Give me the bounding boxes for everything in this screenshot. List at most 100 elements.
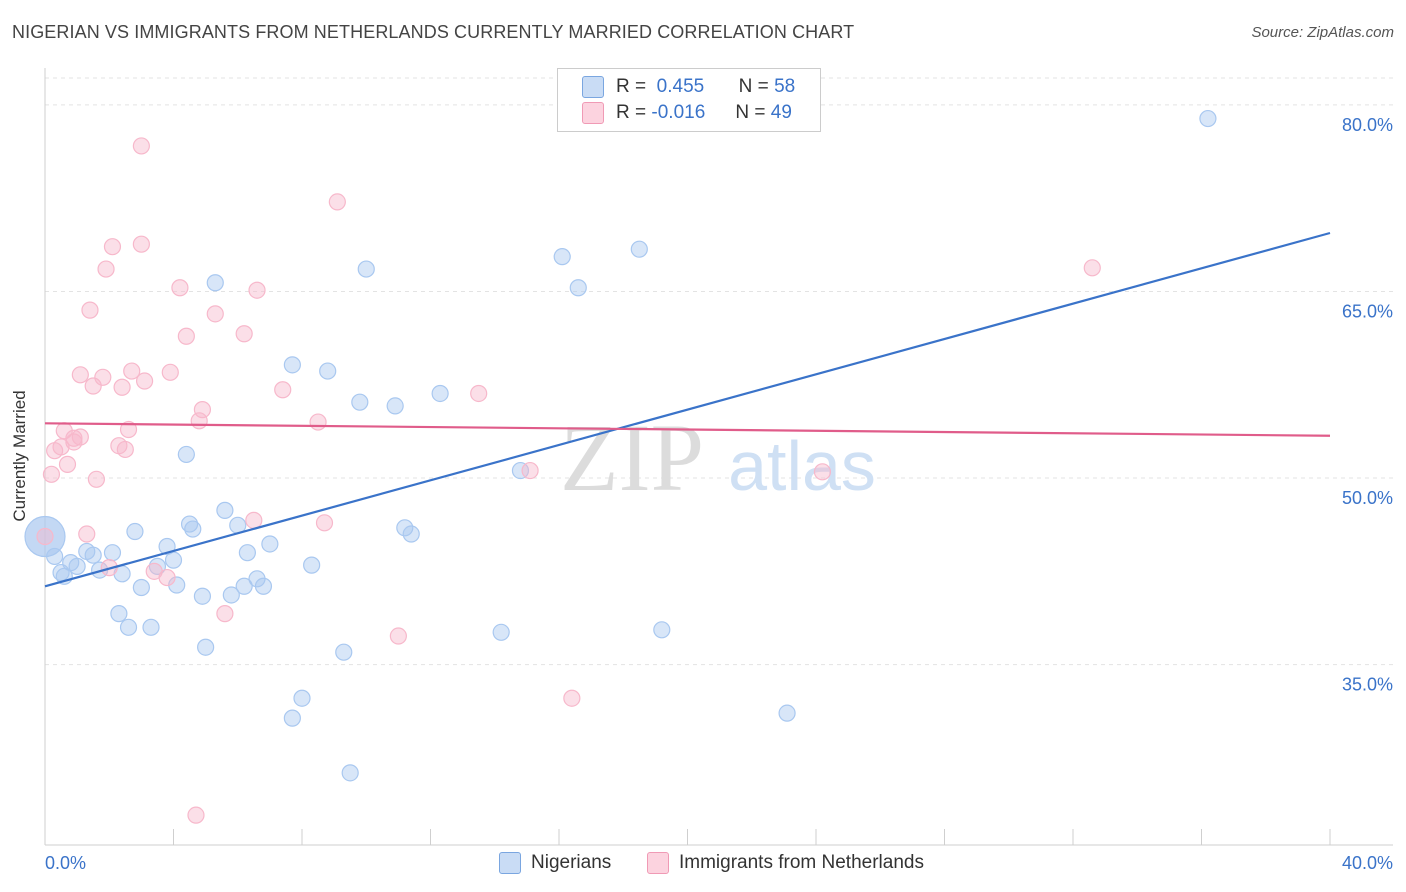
data-point xyxy=(303,556,321,574)
y-tick-label: 65.0% xyxy=(1342,301,1393,321)
data-point xyxy=(569,279,587,297)
data-point xyxy=(46,547,64,566)
data-point xyxy=(254,577,273,595)
data-point xyxy=(184,520,202,538)
data-point xyxy=(142,618,160,636)
data-point xyxy=(36,527,54,546)
data-point xyxy=(630,240,648,258)
legend-label: Immigrants from Netherlands xyxy=(679,852,924,873)
data-point xyxy=(193,587,212,605)
data-point xyxy=(248,281,266,299)
data-point xyxy=(71,428,89,446)
data-point xyxy=(206,274,224,292)
watermark-atlas: atlas xyxy=(728,427,876,505)
data-point xyxy=(81,301,99,319)
data-point xyxy=(335,643,353,661)
chart-title: NIGERIAN VS IMMIGRANTS FROM NETHERLANDS … xyxy=(12,22,855,42)
data-point xyxy=(42,465,61,483)
data-point xyxy=(813,463,832,481)
data-point xyxy=(158,568,176,587)
data-point xyxy=(78,525,96,543)
data-point xyxy=(293,689,311,707)
data-point xyxy=(341,764,359,782)
data-point xyxy=(235,577,253,595)
data-point xyxy=(84,377,102,395)
data-point xyxy=(283,709,301,727)
netherlands-swatch xyxy=(582,102,604,124)
data-point xyxy=(653,621,671,639)
x-tick-label: 40.0% xyxy=(1342,853,1393,873)
data-point xyxy=(52,438,70,456)
legend-label: Nigerians xyxy=(531,852,612,873)
data-point xyxy=(521,461,539,480)
data-point xyxy=(553,248,571,266)
data-point xyxy=(177,445,195,464)
y-axis-label: Currently Married xyxy=(10,390,29,522)
data-point xyxy=(177,327,195,345)
n-value: 49 xyxy=(770,102,792,123)
data-point xyxy=(193,401,212,419)
grid-lines xyxy=(45,77,1393,666)
trend-line xyxy=(44,422,1331,437)
n-value: 58 xyxy=(774,76,796,97)
data-point xyxy=(1199,109,1217,128)
data-point xyxy=(187,806,205,824)
data-point xyxy=(68,557,86,575)
x-tick-label: 0.0% xyxy=(45,853,86,873)
data-point xyxy=(222,586,240,604)
data-point xyxy=(328,193,346,211)
data-point xyxy=(396,519,414,537)
data-point xyxy=(58,455,77,473)
data-point xyxy=(71,366,89,384)
legend-item-netherlands[interactable]: Immigrants from Netherlands xyxy=(647,852,924,874)
n-label: N = xyxy=(735,102,766,123)
r-value: -0.016 xyxy=(651,102,706,123)
legend-item-nigerians[interactable]: Nigerians xyxy=(499,852,611,874)
data-point xyxy=(97,260,115,278)
data-point xyxy=(274,381,292,399)
data-point xyxy=(197,638,215,656)
stats-row-nigerians: R = 0.455 N = 58 xyxy=(582,74,795,100)
watermark-zip: ZIP xyxy=(560,404,704,511)
data-point xyxy=(319,362,337,380)
nigerians-swatch xyxy=(582,76,604,98)
data-point xyxy=(402,525,420,543)
data-point xyxy=(123,362,141,380)
data-point xyxy=(386,397,404,415)
netherlands-legend-swatch xyxy=(647,852,669,874)
data-point xyxy=(65,429,83,447)
data-point xyxy=(113,378,131,396)
data-point xyxy=(283,356,301,374)
y-tick-label: 35.0% xyxy=(1342,675,1393,695)
data-point xyxy=(161,363,179,381)
data-point xyxy=(87,470,106,488)
bottom-legend: Nigerians Immigrants from Netherlands xyxy=(0,850,1406,880)
y-tick-label: 50.0% xyxy=(1342,488,1393,508)
data-point xyxy=(431,384,449,403)
data-point xyxy=(180,515,199,533)
r-value: 0.455 xyxy=(656,76,705,97)
data-point xyxy=(135,372,154,390)
data-point xyxy=(84,546,102,564)
data-point xyxy=(119,618,138,636)
data-point xyxy=(511,461,530,480)
tick-labels: 35.0% 50.0% 65.0% 80.0% 0.0% 40.0% xyxy=(45,115,1393,873)
data-point xyxy=(132,137,150,155)
data-point xyxy=(94,368,112,386)
data-point xyxy=(389,627,407,645)
data-point xyxy=(235,325,253,343)
data-point xyxy=(206,305,224,323)
data-point xyxy=(315,514,334,532)
trend-line xyxy=(44,231,1331,588)
data-point xyxy=(261,535,279,553)
r-label: R = xyxy=(616,102,647,123)
data-point xyxy=(103,544,122,562)
watermark: ZIP atlas xyxy=(560,404,876,511)
data-point xyxy=(216,605,234,623)
data-point xyxy=(470,384,488,403)
axes xyxy=(44,68,1393,846)
data-point xyxy=(148,557,167,575)
y-tick-label: 80.0% xyxy=(1342,115,1393,135)
n-label: N = xyxy=(738,76,769,97)
